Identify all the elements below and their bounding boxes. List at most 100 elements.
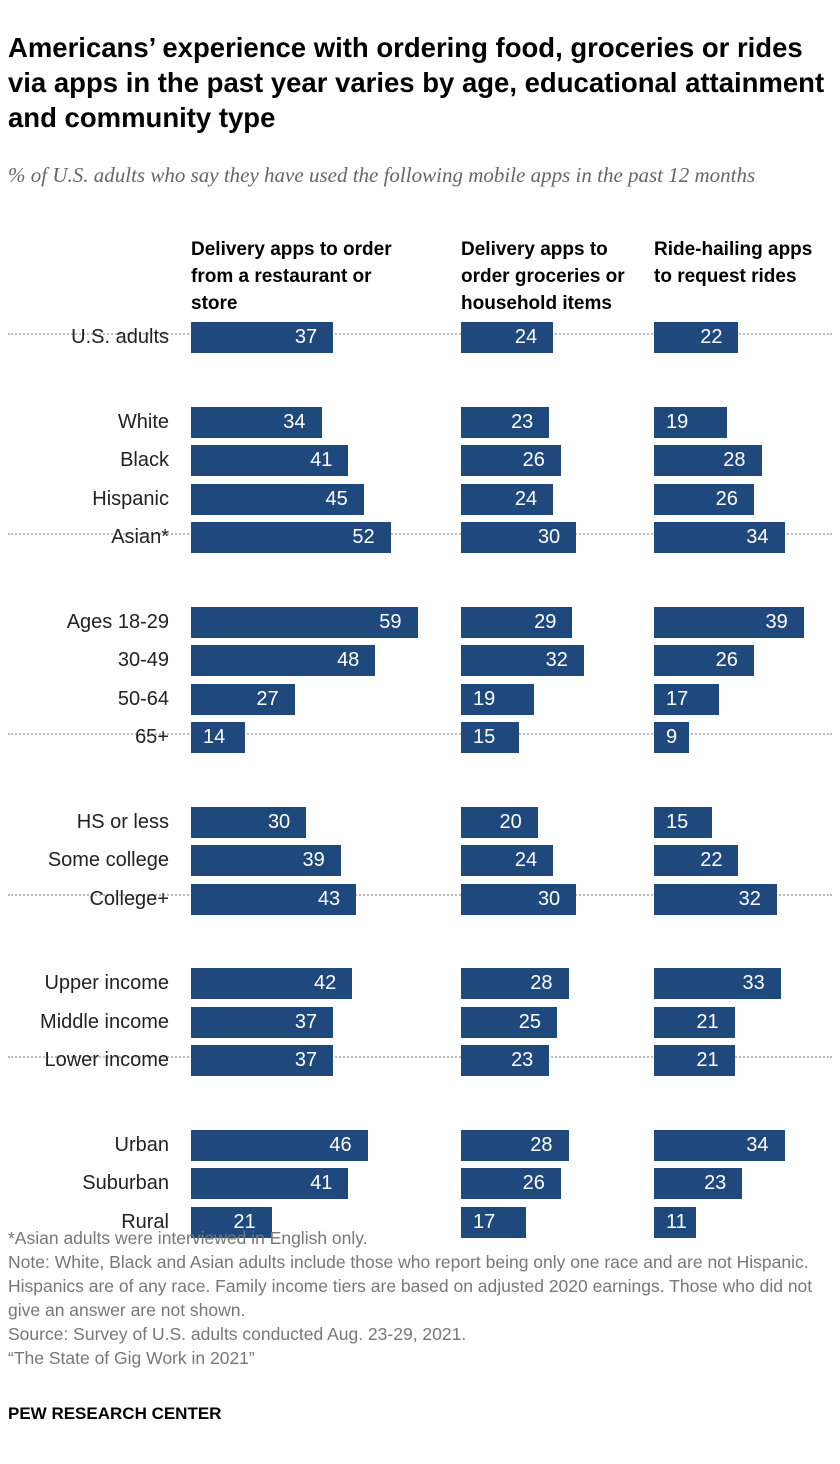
data-label: 39	[765, 610, 788, 633]
data-label: 34	[746, 1133, 769, 1156]
data-label: 23	[704, 1172, 727, 1194]
data-label: 37	[294, 326, 318, 348]
row-label: Suburban	[82, 1172, 169, 1194]
data-label: 21	[696, 1049, 719, 1071]
data-label: 21	[696, 1010, 719, 1033]
data-label: 28	[530, 1133, 553, 1156]
bar: 28	[461, 1129, 569, 1161]
data-label: 27	[256, 687, 279, 710]
row-label: 65+	[135, 726, 169, 748]
bar: 17	[461, 1206, 527, 1238]
row-label: Rural	[121, 1210, 169, 1233]
group-divider	[8, 732, 832, 735]
data-label: 30	[537, 526, 561, 548]
bar: 19	[654, 406, 727, 438]
bar: 11	[654, 1206, 697, 1238]
row-label: 30-49	[117, 649, 169, 671]
data-label: 22	[700, 326, 723, 348]
note-source: Source: Survey of U.S. adults conducted …	[8, 1324, 467, 1344]
bar: 23	[461, 406, 550, 438]
bar: 29	[461, 606, 573, 638]
bar: 28	[654, 445, 762, 476]
data-label: 43	[317, 887, 341, 910]
bar: 26	[654, 645, 754, 676]
column-header: Delivery apps to order groceries or hous…	[461, 239, 625, 314]
data-label: 19	[666, 410, 689, 433]
bar: 48	[191, 645, 376, 676]
bar: 32	[654, 883, 777, 915]
bar: 34	[191, 406, 322, 438]
data-label: 41	[310, 449, 333, 471]
data-label: 26	[715, 649, 738, 671]
data-label: 28	[530, 972, 553, 994]
data-label: 52	[352, 526, 375, 548]
data-label: 26	[522, 449, 545, 471]
bar: 37	[191, 322, 334, 353]
bar: 23	[654, 1168, 743, 1199]
column-header: Delivery apps to order from a restaurant…	[191, 239, 392, 314]
data-label: 28	[723, 449, 746, 471]
data-label: 32	[738, 887, 761, 910]
bar: 39	[191, 845, 341, 876]
data-label: 32	[545, 649, 568, 671]
bar: 22	[654, 845, 739, 876]
data-label: 48	[337, 649, 360, 671]
row-label: Upper income	[44, 972, 169, 994]
bar: 28	[461, 968, 569, 999]
data-label: 15	[666, 810, 689, 833]
group-divider	[8, 1055, 832, 1058]
data-label: 46	[329, 1133, 352, 1156]
data-label: 25	[518, 1010, 541, 1033]
row-label: Middle income	[40, 1010, 169, 1033]
bar: 24	[461, 483, 554, 515]
notes: *Asian adults were interviewed in Englis…	[8, 1226, 828, 1370]
data-label: 15	[473, 726, 496, 748]
bar: 52	[191, 522, 391, 553]
chart-subtitle: % of U.S. adults who say they have used …	[8, 163, 756, 187]
data-label: 14	[203, 726, 226, 748]
group-divider	[8, 332, 832, 335]
bar: 21	[191, 1206, 272, 1238]
bar: 17	[654, 683, 720, 715]
row-label: Black	[120, 449, 169, 471]
row-label: Ages 18-29	[66, 610, 169, 633]
bar: 34	[654, 522, 785, 553]
data-label: 29	[534, 610, 557, 633]
bar: 24	[461, 845, 554, 876]
data-label: 30	[267, 810, 291, 833]
bar: 15	[654, 806, 712, 838]
bar: 30	[461, 883, 577, 915]
bar: 39	[654, 606, 804, 638]
data-label: 34	[283, 410, 306, 433]
bar: 23	[461, 1045, 550, 1076]
bar: 37	[191, 1006, 334, 1038]
group-divider	[8, 894, 832, 896]
bar: 41	[191, 445, 349, 476]
bar: 33	[654, 968, 781, 999]
data-label: 37	[294, 1049, 318, 1071]
bar: 26	[461, 1168, 561, 1199]
data-label: 26	[715, 487, 738, 510]
note-race: Note: White, Black and Asian adults incl…	[8, 1252, 813, 1320]
row-label: Lower income	[44, 1049, 169, 1071]
bar: 26	[461, 445, 561, 476]
row-label: Some college	[47, 849, 169, 871]
data-label: 42	[314, 972, 337, 994]
data-label: 9	[666, 726, 678, 748]
data-label: 26	[522, 1172, 545, 1194]
chart-title: Americans’ experience with ordering food…	[8, 32, 825, 133]
bar: 30	[191, 806, 307, 838]
data-label: 59	[379, 610, 402, 633]
data-label: 23	[511, 410, 534, 433]
row-label: College+	[89, 887, 169, 910]
row-label: White	[117, 410, 169, 433]
row-label: 50-64	[117, 687, 169, 710]
bar: 34	[654, 1129, 785, 1161]
bar: 41	[191, 1168, 349, 1199]
bar: 27	[191, 683, 295, 715]
bar: 45	[191, 483, 364, 515]
bar: 59	[191, 606, 418, 638]
bar: 32	[461, 645, 584, 676]
data-label: 37	[294, 1010, 318, 1033]
